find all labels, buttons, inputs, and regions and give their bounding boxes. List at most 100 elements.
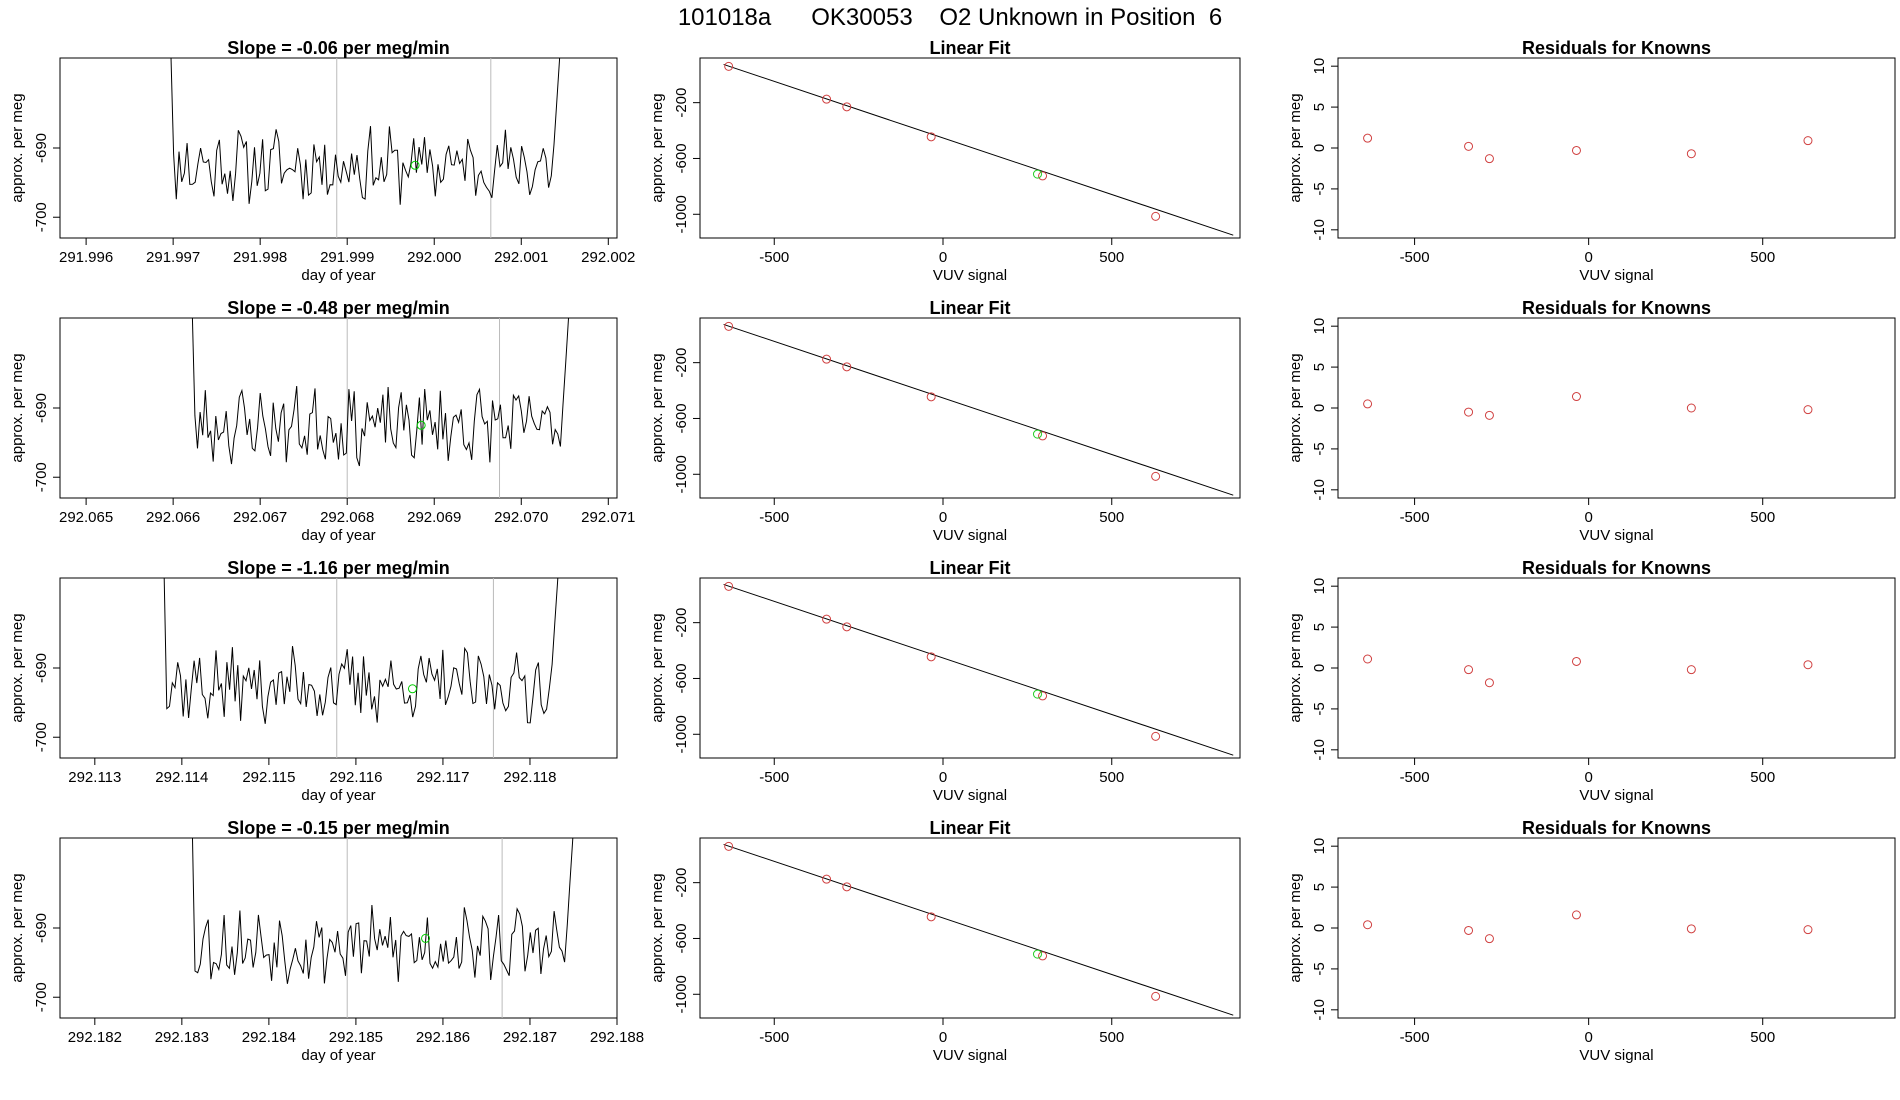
x-tick-label: 292.116 bbox=[329, 769, 382, 786]
y-tick-label: 5 bbox=[1311, 623, 1328, 631]
known-point bbox=[724, 61, 734, 71]
unknown-point bbox=[1033, 429, 1042, 439]
plot-frame bbox=[59, 577, 618, 759]
y-tick-label: -690 bbox=[33, 913, 50, 943]
mean-marker bbox=[407, 684, 417, 694]
known-point bbox=[1038, 431, 1048, 441]
panel-r4-time-series: Slope = -0.15 per meg/min 292.182 292.183 2… bbox=[9, 818, 644, 1064]
y-tick-label: -690 bbox=[33, 393, 50, 423]
residual-point bbox=[1571, 145, 1581, 155]
residual-point bbox=[1686, 924, 1696, 934]
x-tick-label: 0 bbox=[1584, 1029, 1592, 1046]
x-tick-label: 292.182 bbox=[68, 1029, 122, 1046]
x-tick-label: 292.187 bbox=[503, 1029, 557, 1046]
x-tick-label: -500 bbox=[759, 509, 789, 526]
x-axis-label: VUV signal bbox=[933, 1047, 1007, 1064]
known-point bbox=[1038, 691, 1048, 701]
known-point bbox=[822, 614, 832, 624]
residual-point bbox=[1363, 399, 1373, 409]
x-tick-label: 292.000 bbox=[407, 249, 461, 266]
panel-r3-residuals: Residuals for Knowns -500 0 500 VUV signal -1… bbox=[1287, 558, 1896, 804]
x-tick-label: 292.117 bbox=[416, 769, 469, 786]
known-point bbox=[926, 652, 936, 662]
panel-title: Residuals for Knowns bbox=[1522, 38, 1711, 58]
x-tick-label: -500 bbox=[759, 769, 789, 786]
residual-point bbox=[1484, 934, 1494, 944]
known-point bbox=[1151, 471, 1161, 481]
x-tick-label: -500 bbox=[1400, 769, 1430, 786]
x-axis-label: VUV signal bbox=[1579, 527, 1653, 544]
y-tick-label: -10 bbox=[1311, 219, 1328, 241]
y-tick-label: 0 bbox=[1311, 144, 1328, 152]
residual-point bbox=[1484, 154, 1494, 164]
x-tick-label: 292.185 bbox=[329, 1029, 383, 1046]
y-tick-label: -700 bbox=[33, 462, 50, 492]
y-axis-label: approx. per meg bbox=[1287, 353, 1304, 462]
panel-title: Residuals for Knowns bbox=[1522, 298, 1711, 318]
y-tick-label: -10 bbox=[1311, 479, 1328, 501]
y-axis-label: approx. per meg bbox=[1287, 93, 1304, 202]
panel-title: Slope = -0.06 per meg/min bbox=[227, 38, 450, 58]
x-tick-label: 291.996 bbox=[59, 249, 113, 266]
known-point bbox=[724, 581, 734, 591]
residual-point bbox=[1484, 678, 1494, 688]
residual-point bbox=[1803, 925, 1813, 935]
panel-r1-linear-fit: Linear Fit -500 0 500 VUV signal -1000 -600 -20… bbox=[649, 38, 1241, 284]
y-axis-label: approx. per meg bbox=[9, 873, 26, 982]
known-point bbox=[926, 132, 936, 142]
x-tick-label: 292.183 bbox=[155, 1029, 209, 1046]
panel-title: Slope = -0.48 per meg/min bbox=[227, 298, 450, 318]
y-tick-label: -5 bbox=[1311, 442, 1328, 455]
y-tick-label: 10 bbox=[1311, 838, 1328, 855]
x-axis-label: VUV signal bbox=[933, 267, 1007, 284]
residual-point bbox=[1571, 392, 1581, 402]
x-tick-label: 292.070 bbox=[494, 509, 548, 526]
x-tick-label: -500 bbox=[1400, 509, 1430, 526]
y-tick-label: -200 bbox=[673, 868, 690, 898]
series-line bbox=[163, 578, 559, 724]
x-tick-label: 500 bbox=[1750, 1029, 1775, 1046]
panel-r2-time-series: Slope = -0.48 per meg/min 292.065 292.066 2… bbox=[9, 298, 635, 544]
residual-point bbox=[1464, 407, 1474, 417]
unknown-point bbox=[1033, 169, 1042, 179]
x-axis-label: day of year bbox=[301, 267, 375, 284]
mean-marker bbox=[410, 160, 420, 170]
known-point bbox=[724, 321, 734, 331]
x-tick-label: 500 bbox=[1750, 769, 1775, 786]
panel-title: Linear Fit bbox=[929, 298, 1010, 318]
y-tick-label: 10 bbox=[1311, 318, 1328, 335]
y-tick-label: 5 bbox=[1311, 363, 1328, 371]
y-tick-label: -10 bbox=[1311, 739, 1328, 761]
known-point bbox=[842, 102, 852, 112]
fit-line bbox=[723, 583, 1234, 756]
series-line bbox=[191, 318, 570, 467]
y-axis-label: approx. per meg bbox=[1287, 873, 1304, 982]
x-tick-label: 292.002 bbox=[581, 249, 635, 266]
x-tick-label: 500 bbox=[1750, 249, 1775, 266]
known-point bbox=[1151, 211, 1161, 221]
plot-frame bbox=[1337, 577, 1896, 759]
y-axis-label: approx. per meg bbox=[9, 93, 26, 202]
x-tick-label: 500 bbox=[1099, 249, 1124, 266]
x-tick-label: 292.066 bbox=[146, 509, 200, 526]
y-tick-label: 0 bbox=[1311, 924, 1328, 932]
residual-point bbox=[1464, 141, 1474, 151]
y-axis-label: approx. per meg bbox=[9, 613, 26, 722]
y-tick-label: -1000 bbox=[673, 715, 690, 753]
x-tick-label: 292.184 bbox=[242, 1029, 296, 1046]
y-axis-label: approx. per meg bbox=[649, 93, 666, 202]
y-tick-label: -600 bbox=[673, 663, 690, 693]
known-point bbox=[1038, 951, 1048, 961]
panel-r1-residuals: Residuals for Knowns -500 0 500 VUV signal -1… bbox=[1287, 38, 1896, 284]
known-point bbox=[724, 841, 734, 851]
mean-marker bbox=[421, 933, 431, 943]
panel-r1-time-series: Slope = -0.06 per meg/min 291.996 291.997 2… bbox=[9, 38, 635, 284]
x-tick-label: 0 bbox=[939, 509, 947, 526]
plot-frame bbox=[59, 317, 618, 499]
x-tick-label: 292.186 bbox=[416, 1029, 470, 1046]
panel-r3-time-series: Slope = -1.16 per meg/min 292.113 292.114 2… bbox=[9, 558, 618, 804]
known-point bbox=[822, 354, 832, 364]
y-tick-label: 10 bbox=[1311, 578, 1328, 595]
unknown-point bbox=[1033, 689, 1042, 699]
